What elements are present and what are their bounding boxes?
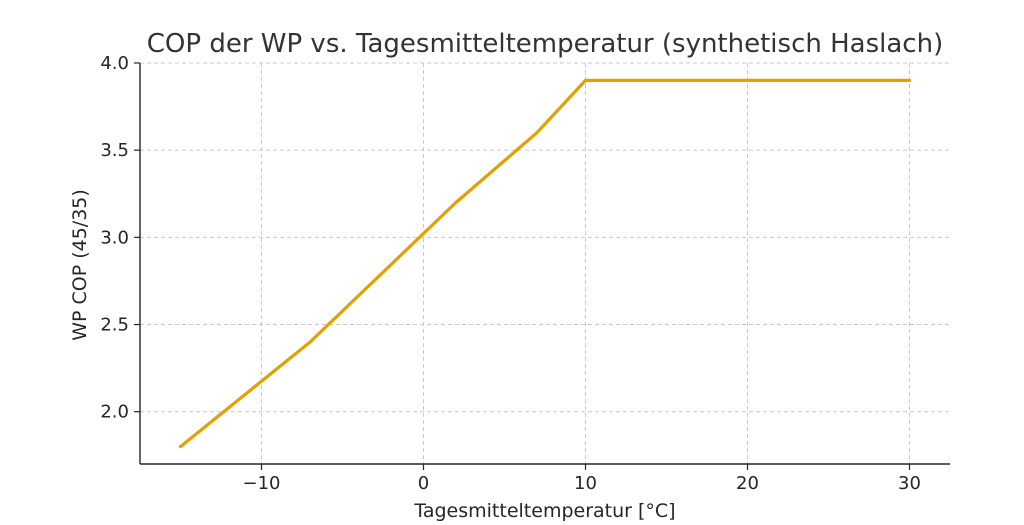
series-line — [178, 78, 912, 449]
axes — [139, 63, 950, 465]
y-tick-label: 4.0 — [100, 53, 129, 74]
y-tick-label: 2.0 — [100, 402, 129, 423]
x-tick-label: 10 — [574, 473, 597, 494]
y-tick-label: 3.0 — [100, 227, 129, 248]
ticks: −10 0 10 20 30 2.0 2.5 3.0 3.5 4.0 — [100, 53, 921, 494]
x-tick-label: 0 — [418, 473, 429, 494]
x-tick-label: 20 — [736, 473, 759, 494]
plot-area — [178, 78, 912, 449]
y-tick-label: 2.5 — [100, 315, 129, 336]
y-axis-label: WP COP (45/35) — [69, 189, 91, 341]
chart-title: COP der WP vs. Tagesmitteltemperatur (sy… — [147, 29, 943, 59]
x-tick-label: −10 — [243, 473, 281, 494]
grid — [140, 62, 950, 464]
y-tick-label: 3.5 — [100, 140, 129, 161]
x-axis-label: Tagesmitteltemperatur [°C] — [413, 500, 675, 522]
x-tick-label: 30 — [898, 473, 921, 494]
